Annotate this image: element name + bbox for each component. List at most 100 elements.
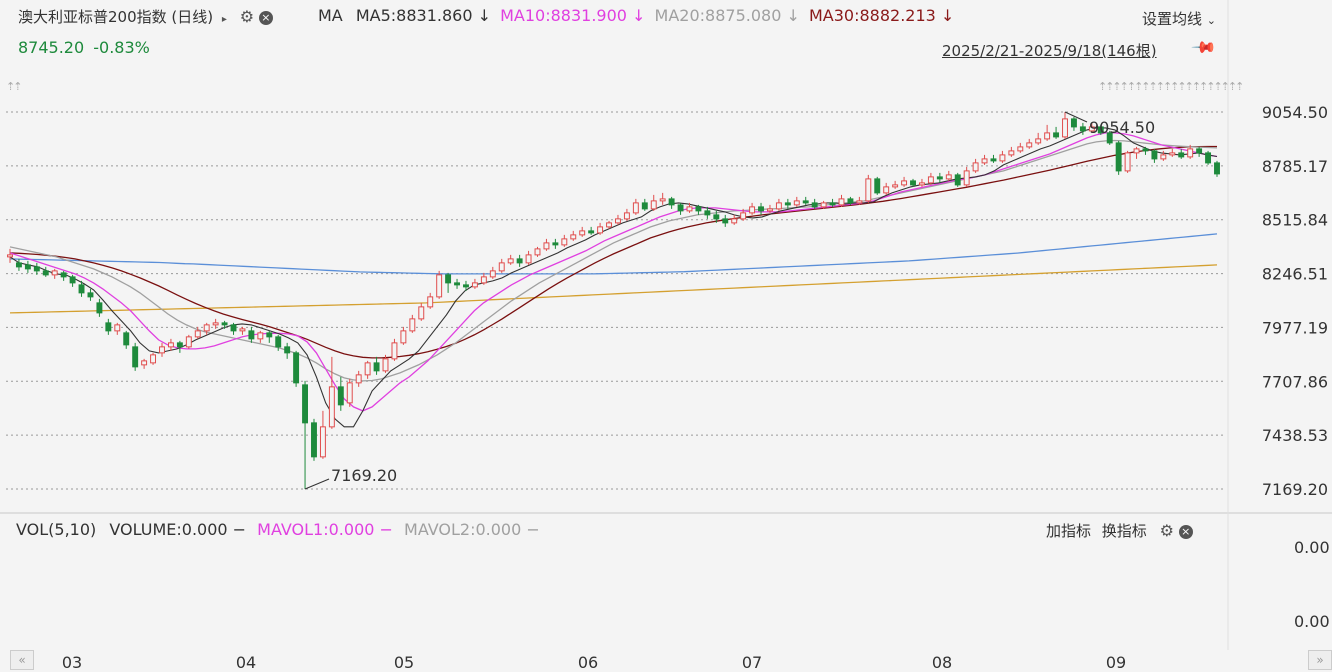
vol-label: VOL(5,10) — [16, 520, 97, 539]
ma30-value: MA30:8882.213 ↓ — [808, 6, 955, 25]
candle-body — [963, 170, 970, 186]
candle-body — [319, 426, 326, 458]
candle-body — [722, 218, 729, 224]
candle-body — [901, 180, 908, 186]
min-annotation-label: 7169.20 — [331, 466, 397, 485]
candle-body — [445, 274, 452, 284]
max-annotation-label: 9054.50 — [1089, 118, 1155, 137]
x-tick-label: 07 — [742, 653, 762, 672]
candle-body — [883, 186, 890, 194]
candle-body — [543, 242, 550, 250]
x-tick-label: 03 — [62, 653, 82, 672]
candle-body — [829, 202, 836, 206]
x-tick-label: 05 — [394, 653, 414, 672]
candle-body — [159, 346, 165, 354]
chevron-down-icon: ⌄ — [1206, 14, 1216, 27]
x-tick-label: 04 — [236, 653, 256, 672]
scroll-right-button[interactable]: » — [1308, 650, 1332, 670]
ma5-line — [9, 127, 1218, 428]
candle-body — [615, 218, 621, 224]
volume-axis-top: 0.00 — [1294, 538, 1330, 557]
triangle-right-icon[interactable]: ▸ — [221, 14, 227, 25]
y-tick-label: 8515.84 — [1262, 211, 1328, 230]
candle-body — [1115, 142, 1122, 172]
volume-value: VOLUME:0.000 − — [109, 520, 247, 539]
collapse-markers-right-icon[interactable]: ⇡⇡⇡⇡⇡⇡⇡⇡⇡⇡⇡⇡⇡⇡⇡⇡⇡⇡⇡⇡ — [1098, 80, 1244, 93]
candle-body — [1151, 150, 1158, 160]
date-range[interactable]: 2025/2/21-2025/9/18(146根) — [942, 40, 1252, 61]
candle-body — [391, 342, 398, 360]
candle-body — [1088, 126, 1095, 132]
candle-body — [1026, 142, 1033, 148]
candle-body — [248, 330, 255, 340]
candle-body — [132, 346, 139, 368]
candle-body — [865, 178, 872, 202]
ma-label: MA — [318, 6, 343, 25]
ma10-line — [9, 132, 1218, 412]
candle-body — [123, 332, 130, 346]
candle-body — [695, 206, 702, 212]
candle-body — [436, 274, 443, 298]
candle-body — [1169, 152, 1176, 156]
y-tick-label: 7438.53 — [1262, 426, 1328, 445]
candle-body — [167, 342, 174, 348]
candle-body — [409, 318, 416, 332]
candle-body — [78, 284, 85, 294]
candle-body — [1124, 152, 1131, 172]
y-tick-label: 7169.20 — [1262, 480, 1328, 499]
volume-legend: VOL(5,10) VOLUME:0.000 − MAVOL1:0.000 − … — [16, 520, 540, 539]
close-circle-icon[interactable]: × — [1178, 525, 1193, 539]
gear-icon[interactable]: ⚙ — [1159, 521, 1174, 540]
candle-body — [570, 234, 577, 240]
candle-body — [999, 154, 1006, 162]
candle-body — [820, 202, 827, 208]
candle-body — [641, 202, 648, 210]
candle-body — [355, 374, 362, 384]
candle-body — [311, 422, 317, 458]
candle-body — [427, 296, 434, 308]
date-range-text: 2025/2/21-2025/9/18(146根) — [942, 42, 1157, 60]
scroll-left-button[interactable]: « — [10, 650, 34, 670]
candle-body — [793, 200, 800, 206]
candle-body — [1008, 150, 1015, 156]
candle-body — [910, 180, 916, 186]
candle-body — [87, 292, 94, 298]
candle-body — [990, 158, 997, 162]
candle-body — [1070, 118, 1077, 128]
candle-body — [60, 272, 67, 278]
candle-body — [623, 212, 630, 220]
candle-body — [96, 302, 103, 314]
candle-body — [811, 202, 818, 208]
candle-body — [212, 322, 219, 326]
candle-body — [346, 382, 353, 404]
candle-body — [597, 226, 604, 234]
add-indicator-button[interactable]: 加指标 — [1046, 522, 1092, 540]
candle-body — [606, 222, 612, 228]
candle-body — [677, 204, 684, 212]
candle-body — [203, 324, 210, 332]
candle-body — [51, 270, 58, 276]
candle-body — [731, 218, 738, 224]
candle-body — [981, 158, 988, 164]
x-tick-label: 09 — [1106, 653, 1126, 672]
close-circle-icon[interactable]: × — [258, 11, 273, 25]
candle-body — [33, 266, 40, 272]
gear-icon[interactable]: ⚙ — [239, 7, 255, 26]
ma30-line — [9, 145, 1217, 359]
annotation-arrow — [1064, 111, 1088, 123]
ma-legend: MA MA5:8831.860 ↓ MA10:8831.900 ↓ MA20:8… — [318, 6, 954, 25]
candle-body — [42, 270, 49, 276]
candle-body — [257, 332, 264, 340]
switch-indicator-button[interactable]: 换指标 — [1101, 522, 1147, 540]
price-readout: 8745.20 -0.83% — [18, 38, 150, 57]
candle-body — [534, 248, 541, 256]
mavol1-value: MAVOL1:0.000 − — [257, 520, 393, 539]
candle-body — [114, 324, 121, 332]
candle-body — [454, 282, 460, 286]
setting-ma-button[interactable]: 设置均线 ⌄ — [1142, 8, 1216, 29]
ma20-value: MA20:8875.080 ↓ — [654, 6, 800, 25]
candle-body — [749, 206, 756, 214]
collapse-markers-left-icon[interactable]: ⇡⇡ — [6, 80, 23, 93]
ma-long-blue-line — [9, 233, 1218, 275]
